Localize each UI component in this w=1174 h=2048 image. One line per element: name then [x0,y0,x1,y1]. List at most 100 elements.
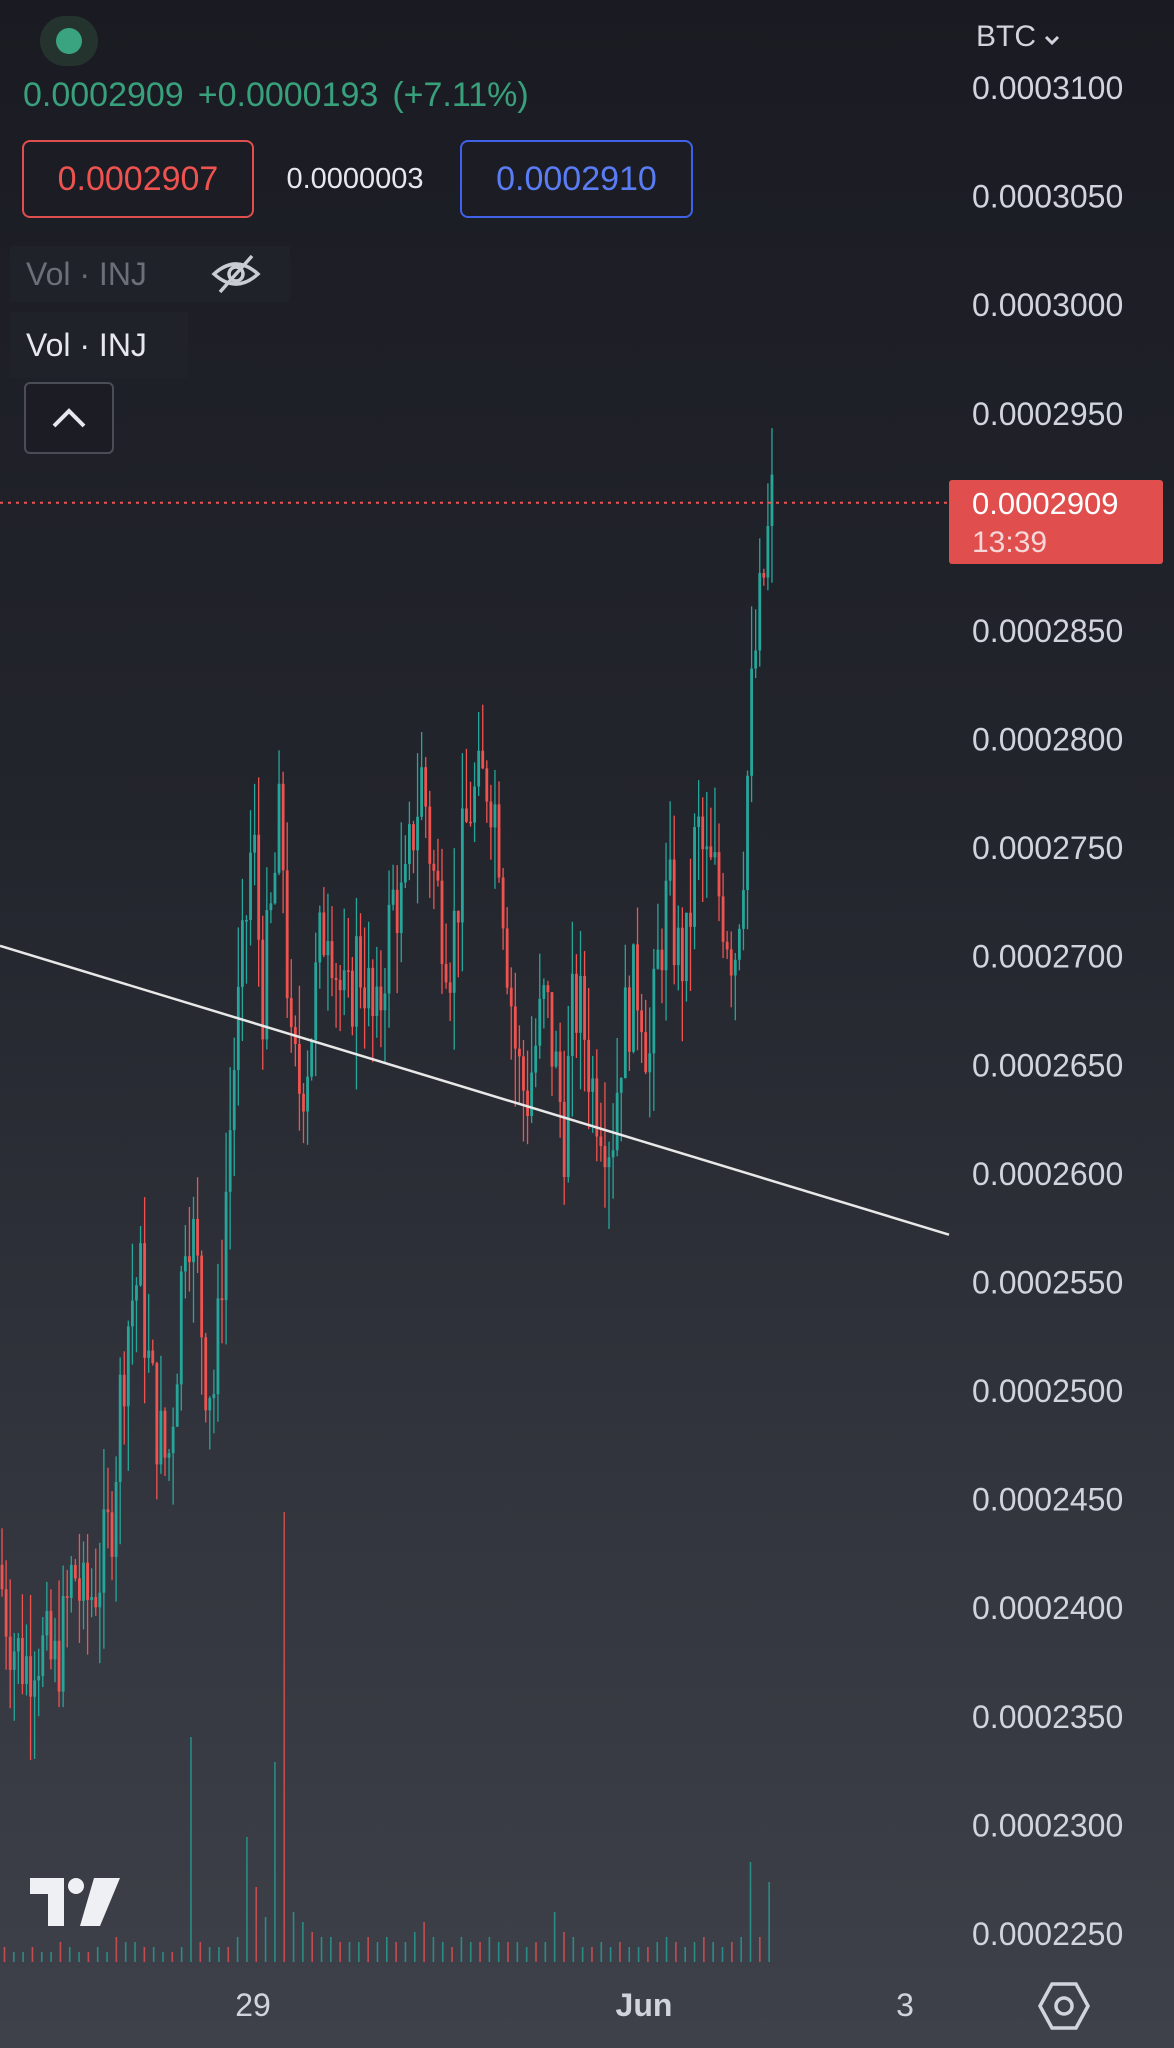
candle-body [387,904,391,994]
candle-body [29,1656,32,1697]
candle-body [383,993,387,1011]
volume-bar [572,1937,575,1962]
candle-body [73,1564,77,1579]
volume-bar [712,1942,714,1962]
candle-body [98,1592,102,1608]
candle-body [78,1578,81,1601]
currency-selector[interactable]: BTC [976,20,1060,54]
candle-body [664,880,668,971]
volume-bar [703,1937,705,1962]
y-tick-label: 0.0002250 [972,1916,1123,1952]
tradingview-logo-icon[interactable] [28,1876,122,1928]
candle-body [249,852,252,921]
candle-body [130,1300,134,1327]
candle-body [416,816,419,851]
candle-body [562,1101,566,1177]
volume-bar [22,1952,24,1962]
volume-bar [600,1942,603,1962]
candle-body [440,880,444,964]
volume-bar [292,1912,295,1962]
volume-bar [740,1937,742,1962]
last-price: 0.0002909 [23,76,184,114]
volume-bar [180,1947,183,1962]
candle-body [220,1298,224,1301]
volume-bar [432,1937,435,1962]
collapse-legend-button[interactable] [24,382,114,454]
candle-body [481,750,485,769]
candle-body [619,1078,623,1093]
volume-bar [367,1937,369,1962]
candle-body [69,1564,73,1598]
candle-body [672,859,676,966]
volume-bar [675,1942,677,1962]
volume-bar [451,1947,453,1962]
candle-body [725,941,729,950]
eye-off-icon[interactable] [210,252,262,296]
buy-price-button[interactable]: 0.0002910 [460,140,693,218]
y-tick-label: 0.0002950 [972,396,1123,432]
volume-bar [413,1932,416,1962]
volume-bar [731,1942,733,1962]
volume-histogram [3,1512,770,1962]
candle-body [37,1675,41,1681]
volume-bar [441,1942,444,1962]
candle-body [758,573,762,651]
volume-bar [404,1942,407,1962]
candle-body [359,936,362,988]
candle-body [224,1191,228,1301]
candle-body [395,889,399,933]
candle-body [766,525,770,578]
candle-body [322,912,326,956]
volume-legend[interactable]: Vol · INJ [10,312,188,378]
candle-body [371,967,375,1017]
candle-body [208,1398,212,1411]
y-tick-label: 0.0002850 [972,613,1123,649]
volume-bar [525,1947,528,1962]
candle-body [57,1640,61,1692]
candle-body [183,1256,187,1272]
candle-body [179,1271,183,1385]
volume-bar [152,1947,155,1962]
candle-body [501,877,505,929]
volume-bar [320,1937,323,1962]
trend-line[interactable] [0,944,950,1236]
volume-bar [236,1937,239,1962]
candle-body [477,750,481,787]
candle-body [53,1640,57,1660]
volume-bar [227,1947,230,1962]
candle-body [273,872,277,904]
volume-bar [59,1942,62,1962]
sell-price-button[interactable]: 0.0002907 [22,140,254,218]
volume-bar [134,1942,136,1962]
volume-bar [199,1942,202,1962]
x-tick-label: 29 [235,1987,271,2023]
settings-icon[interactable] [1038,1980,1090,2032]
candle-body [232,1070,236,1131]
candle-body [285,870,289,999]
candlestick-series [0,428,774,1760]
candle-body [615,1092,619,1151]
volume-bar [124,1942,127,1962]
y-tick-label: 0.0003050 [972,179,1123,215]
price-axis[interactable]: 0.0003100 0.0003050 0.0003000 0.0002950 0.00… [972,70,1123,1952]
candle-body [346,970,350,972]
candle-body [627,987,631,1052]
candle-body [350,970,354,1027]
candle-body [493,804,497,828]
time-axis[interactable]: 29 Jun 3 [235,1987,914,2023]
candle-body [122,1374,126,1407]
status-indicator[interactable] [40,16,98,66]
candle-body [591,1078,595,1092]
volume-bar [190,1737,192,1962]
candle-body [192,1218,195,1263]
candle-body [212,1394,216,1399]
volume-legend-hidden[interactable]: Vol · INJ [10,246,290,302]
volume-bar [535,1942,537,1962]
chevron-up-icon [52,408,86,428]
bar-countdown: 13:39 [972,526,1047,559]
candle-body [660,949,664,971]
candle-body [566,1055,570,1177]
candle-body [65,1596,69,1598]
volume-bar [721,1947,724,1962]
